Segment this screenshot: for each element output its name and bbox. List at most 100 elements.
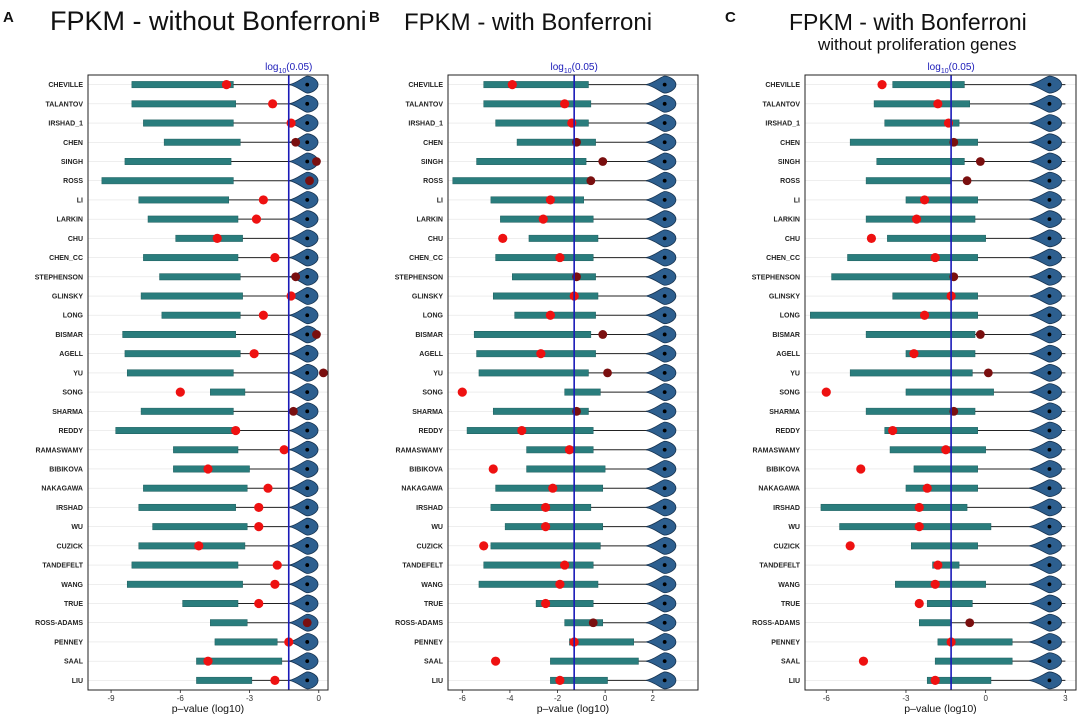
y-tick-label: SINGH bbox=[61, 159, 83, 166]
violin bbox=[645, 191, 677, 209]
violin bbox=[289, 191, 319, 209]
y-tick-label: SAAL bbox=[64, 659, 84, 666]
y-tick-label: ROSS-ADAMS bbox=[395, 620, 443, 627]
y-tick-label: SINGH bbox=[421, 159, 443, 166]
violin-median-dot bbox=[305, 255, 310, 260]
violin bbox=[289, 383, 319, 401]
violin-median-dot bbox=[662, 159, 667, 164]
observed-point bbox=[221, 80, 232, 90]
observed-point bbox=[914, 598, 924, 609]
y-tick-label: CHEVILLE bbox=[765, 82, 800, 89]
observed-point bbox=[258, 310, 268, 320]
violin-median-dot bbox=[662, 505, 667, 510]
y-tick-label: SONG bbox=[422, 390, 443, 397]
observed-point bbox=[258, 195, 268, 205]
observed-point bbox=[479, 541, 489, 551]
y-tick-label: CHEVILLE bbox=[408, 82, 443, 89]
y-tick-label: TANDEFELT bbox=[759, 563, 800, 570]
violin bbox=[1029, 94, 1063, 113]
violin bbox=[289, 440, 319, 459]
y-tick-label: AGELL bbox=[419, 351, 443, 358]
y-tick-label: LI bbox=[794, 197, 800, 204]
y-tick-label: LARKIN bbox=[417, 217, 443, 224]
y-tick-label: STEPHENSON bbox=[35, 274, 83, 281]
violin-median-dot bbox=[1047, 640, 1052, 644]
x-tick-label: -2 bbox=[554, 694, 562, 703]
violin-median-dot bbox=[1047, 486, 1052, 491]
panel-b: B FPKM - with Bonferroni CHEVILLE TALANTOV I… bbox=[369, 9, 699, 715]
range-bar bbox=[124, 158, 232, 165]
y-tick-label: NAKAGAWA bbox=[41, 486, 83, 493]
observed-point bbox=[933, 560, 943, 570]
violin-median-dot bbox=[662, 236, 667, 241]
plot-frame bbox=[804, 74, 1077, 691]
x-tick-label: 2 bbox=[651, 694, 656, 703]
range-bar bbox=[516, 138, 596, 146]
violin-median-dot bbox=[662, 370, 667, 375]
y-tick-label: PENNEY bbox=[414, 639, 443, 646]
observed-point bbox=[856, 464, 866, 474]
violin-median-dot bbox=[662, 582, 667, 587]
observed-point bbox=[598, 157, 608, 166]
observed-point bbox=[488, 464, 498, 474]
violin bbox=[645, 652, 677, 671]
y-tick-label: TRUE bbox=[781, 601, 800, 608]
violin bbox=[289, 364, 319, 382]
range-bar bbox=[143, 484, 248, 492]
violin bbox=[289, 75, 319, 94]
violin-median-dot bbox=[662, 428, 667, 433]
violin-median-dot bbox=[1047, 678, 1052, 683]
violin bbox=[645, 421, 677, 440]
observed-point bbox=[203, 464, 213, 474]
violin-median-dot bbox=[1047, 428, 1052, 433]
violin bbox=[289, 133, 319, 152]
y-tick-label: TRUE bbox=[64, 601, 83, 608]
range-bar bbox=[131, 100, 236, 108]
violin bbox=[645, 306, 677, 325]
y-tick-label: WANG bbox=[421, 582, 443, 589]
range-bar bbox=[512, 273, 596, 281]
violin-median-dot bbox=[1047, 332, 1052, 337]
y-tick-label: ROSS-ADAMS bbox=[35, 620, 83, 627]
range-bar bbox=[196, 657, 283, 665]
violin bbox=[289, 633, 319, 651]
violin bbox=[1029, 594, 1063, 613]
y-tick-label: IRSHAD_1 bbox=[765, 121, 800, 128]
violin-median-dot bbox=[662, 620, 667, 625]
range-bar bbox=[476, 350, 596, 358]
violin bbox=[1029, 537, 1063, 555]
violin-median-dot bbox=[305, 640, 310, 644]
observed-point bbox=[922, 483, 932, 493]
y-tick-label: TALANTOV bbox=[763, 101, 801, 108]
violin-median-dot bbox=[305, 82, 310, 87]
violin bbox=[645, 210, 677, 228]
observed-point bbox=[962, 176, 972, 186]
violin-median-dot bbox=[662, 313, 667, 318]
violin bbox=[645, 133, 677, 152]
range-bar bbox=[865, 177, 952, 185]
violin-median-dot bbox=[662, 640, 667, 644]
observed-point bbox=[249, 349, 259, 359]
range-bar bbox=[876, 158, 965, 165]
violin bbox=[1029, 344, 1063, 363]
violin bbox=[289, 306, 319, 325]
range-bar bbox=[810, 311, 978, 319]
violin-median-dot bbox=[305, 159, 310, 164]
violin-median-dot bbox=[1047, 582, 1052, 587]
violin bbox=[645, 267, 677, 286]
ref-line-label: log10(0.05) bbox=[551, 62, 598, 75]
x-axis-label: p–value (log10) bbox=[537, 703, 609, 715]
observed-point bbox=[941, 445, 951, 455]
observed-point bbox=[919, 195, 930, 205]
range-bar bbox=[478, 369, 589, 377]
violin-median-dot bbox=[305, 351, 310, 356]
violin bbox=[645, 344, 677, 363]
y-tick-label: ROSS bbox=[423, 178, 443, 185]
y-tick-label: LARKIN bbox=[57, 217, 83, 224]
violin-median-dot bbox=[1047, 274, 1052, 279]
violin bbox=[645, 479, 677, 498]
range-bar bbox=[932, 561, 960, 569]
violin bbox=[1029, 383, 1063, 401]
violin-median-dot bbox=[305, 582, 310, 587]
